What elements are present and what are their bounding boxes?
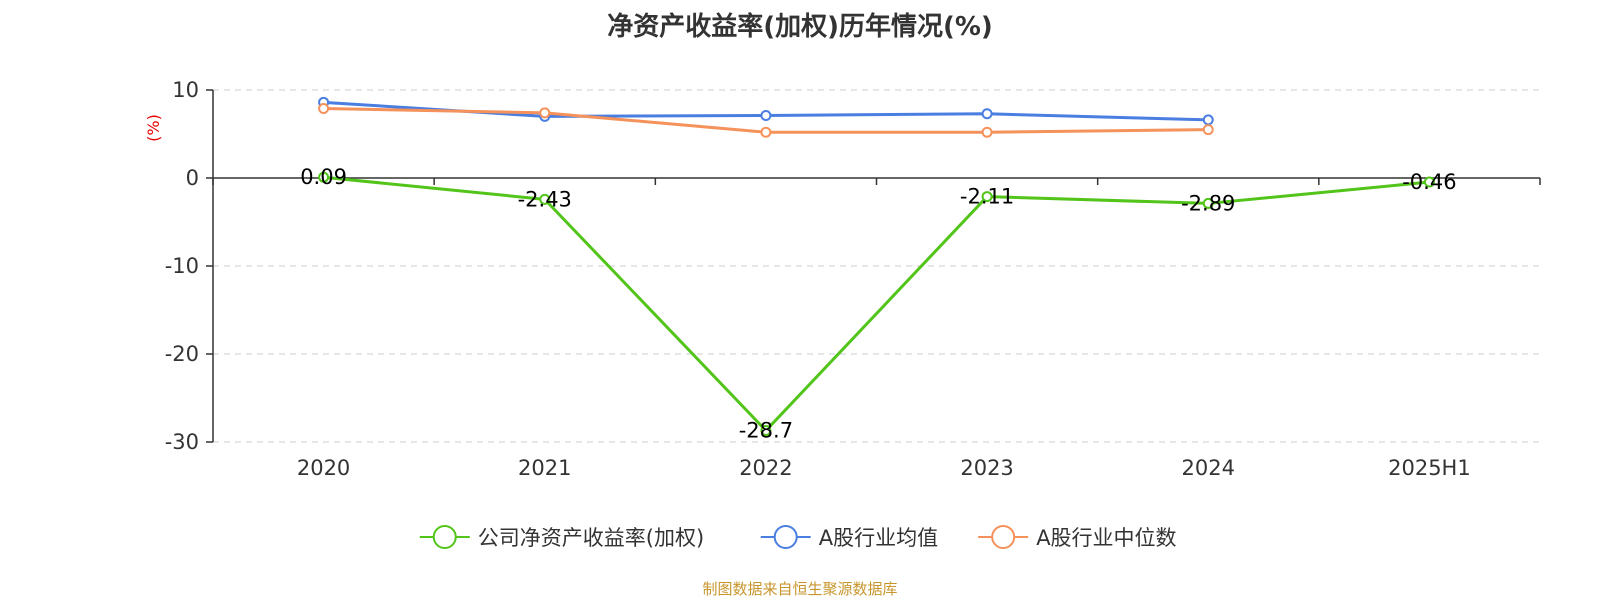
series-1-point-3 (981, 108, 993, 120)
data-label-3: -2.11 (960, 185, 1014, 209)
y-tick-label-0: 10 (172, 78, 199, 102)
series-1-point-4 (1202, 114, 1214, 126)
x-tick-label-5: 2025H1 (1388, 456, 1471, 480)
series-0-point-2 (760, 425, 772, 437)
series-1-point-2 (760, 110, 772, 122)
y-tick-label-4: -30 (165, 430, 199, 454)
series-0-point-3 (981, 191, 993, 203)
legend-symbol-marker-0 (432, 525, 457, 549)
data-label-2: -28.7 (739, 419, 793, 443)
legend-symbol-marker-1 (773, 525, 798, 549)
series-2-point-4 (1202, 124, 1214, 136)
series-0-point-0 (318, 171, 330, 183)
y-axis-title: (%) (144, 114, 163, 142)
y-tick-label-1: 0 (186, 166, 199, 190)
series-2-point-0 (318, 102, 330, 114)
y-tick-label-2: -10 (165, 254, 199, 278)
y-tick-label-3: -20 (165, 342, 199, 366)
series-line-0 (323, 175, 1430, 433)
chart-title: 净资产收益率(加权)历年情况(%) (607, 12, 993, 42)
data-label-5: -0.46 (1402, 170, 1456, 194)
series-2-point-3 (981, 126, 993, 138)
legend-label-2: A股行业中位数 (1036, 526, 1176, 550)
series-2-point-2 (760, 126, 772, 138)
x-tick-label-4: 2024 (1182, 456, 1235, 480)
series-0-point-5 (1423, 176, 1435, 188)
x-tick-label-0: 2020 (297, 456, 350, 480)
data-label-1: -2.43 (518, 187, 572, 211)
data-label-4: -2.89 (1181, 191, 1235, 215)
data-label-0: 0.09 (300, 165, 347, 189)
legend-label-0: 公司净资产收益率(加权) (478, 526, 704, 550)
data-source-note: 制图数据来自恒生聚源数据库 (702, 580, 898, 598)
series-2-point-1 (539, 107, 551, 119)
x-tick-label-3: 2023 (960, 456, 1013, 480)
x-tick-label-2: 2022 (739, 456, 792, 480)
legend-label-1: A股行业均值 (819, 526, 938, 550)
series-0-point-4 (1202, 197, 1214, 209)
x-tick-label-1: 2021 (518, 456, 571, 480)
series-0-point-1 (539, 193, 551, 205)
legend-symbol-marker-2 (991, 525, 1016, 549)
